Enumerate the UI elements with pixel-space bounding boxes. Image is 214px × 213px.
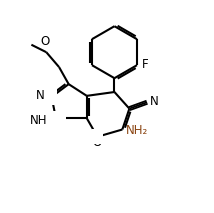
Text: F: F [142, 58, 148, 71]
Text: NH: NH [47, 112, 65, 125]
Text: methoxy: methoxy [29, 40, 35, 42]
Text: N: N [36, 89, 45, 102]
Text: N: N [47, 90, 56, 104]
Text: O: O [41, 35, 50, 48]
Text: O: O [93, 130, 102, 143]
Text: N: N [150, 95, 158, 108]
Text: O: O [92, 136, 102, 149]
Text: NH: NH [30, 114, 48, 127]
Text: NH₂: NH₂ [126, 124, 149, 137]
